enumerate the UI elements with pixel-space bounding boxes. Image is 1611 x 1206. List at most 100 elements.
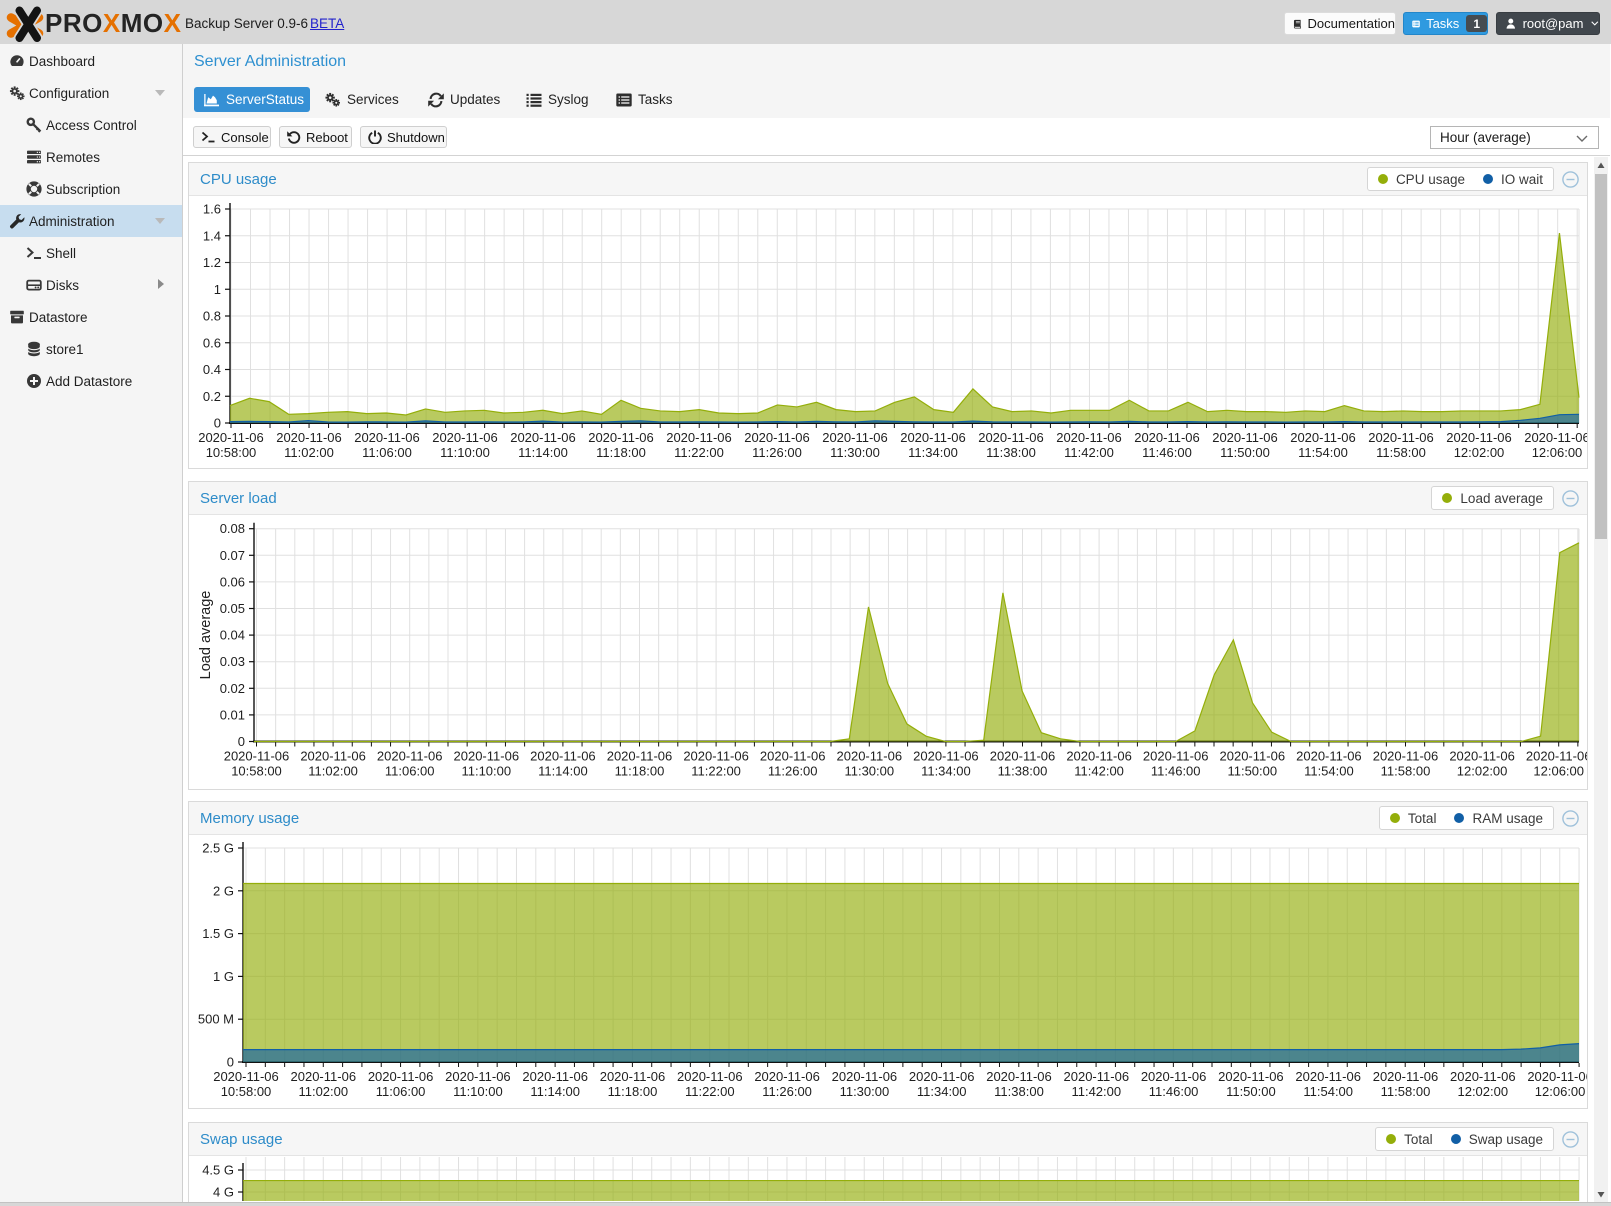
svg-text:2020-11-06: 2020-11-06 bbox=[978, 430, 1044, 445]
svg-text:11:14:00: 11:14:00 bbox=[530, 1084, 580, 1099]
svg-text:11:46:00: 11:46:00 bbox=[1151, 764, 1201, 779]
svg-text:11:30:00: 11:30:00 bbox=[840, 1084, 890, 1099]
svg-text:2020-11-06: 2020-11-06 bbox=[1212, 430, 1278, 445]
svg-text:0: 0 bbox=[227, 1055, 234, 1070]
svg-text:2020-11-06: 2020-11-06 bbox=[1295, 1069, 1361, 1084]
svg-text:11:34:00: 11:34:00 bbox=[908, 445, 958, 460]
svg-text:2020-11-06: 2020-11-06 bbox=[213, 1069, 279, 1084]
svg-text:10:58:00: 10:58:00 bbox=[206, 445, 257, 460]
svg-text:2.5 G: 2.5 G bbox=[202, 841, 234, 856]
svg-text:2020-11-06: 2020-11-06 bbox=[1218, 1069, 1284, 1084]
svg-text:11:30:00: 11:30:00 bbox=[844, 764, 894, 779]
svg-text:11:50:00: 11:50:00 bbox=[1226, 1084, 1276, 1099]
svg-text:0: 0 bbox=[214, 416, 221, 431]
svg-text:2020-11-06: 2020-11-06 bbox=[588, 430, 654, 445]
svg-text:11:10:00: 11:10:00 bbox=[461, 764, 511, 779]
svg-text:2020-11-06: 2020-11-06 bbox=[1141, 1069, 1207, 1084]
svg-text:11:54:00: 11:54:00 bbox=[1298, 445, 1348, 460]
svg-text:10:58:00: 10:58:00 bbox=[231, 764, 282, 779]
svg-text:2020-11-06: 2020-11-06 bbox=[1527, 1069, 1587, 1084]
svg-text:0.04: 0.04 bbox=[220, 628, 245, 643]
svg-text:11:58:00: 11:58:00 bbox=[1376, 445, 1426, 460]
svg-text:11:46:00: 11:46:00 bbox=[1149, 1084, 1199, 1099]
svg-text:11:02:00: 11:02:00 bbox=[308, 764, 358, 779]
svg-text:2020-11-06: 2020-11-06 bbox=[224, 749, 290, 764]
svg-text:12:06:00: 12:06:00 bbox=[1532, 445, 1583, 460]
svg-text:0.08: 0.08 bbox=[220, 521, 245, 536]
svg-text:0.07: 0.07 bbox=[220, 548, 245, 563]
svg-text:2020-11-06: 2020-11-06 bbox=[1290, 430, 1356, 445]
svg-text:2020-11-06: 2020-11-06 bbox=[600, 1069, 666, 1084]
svg-text:2020-11-06: 2020-11-06 bbox=[1373, 749, 1439, 764]
svg-text:11:14:00: 11:14:00 bbox=[538, 764, 588, 779]
svg-text:11:18:00: 11:18:00 bbox=[615, 764, 665, 779]
svg-text:11:58:00: 11:58:00 bbox=[1381, 764, 1431, 779]
svg-text:2020-11-06: 2020-11-06 bbox=[1134, 430, 1200, 445]
svg-text:11:26:00: 11:26:00 bbox=[768, 764, 818, 779]
svg-text:1.6: 1.6 bbox=[203, 202, 221, 217]
svg-text:11:58:00: 11:58:00 bbox=[1381, 1084, 1431, 1099]
svg-text:2020-11-06: 2020-11-06 bbox=[909, 1069, 975, 1084]
svg-text:2020-11-06: 2020-11-06 bbox=[1446, 430, 1512, 445]
svg-text:1 G: 1 G bbox=[213, 969, 234, 984]
svg-text:2020-11-06: 2020-11-06 bbox=[986, 1069, 1052, 1084]
svg-text:2020-11-06: 2020-11-06 bbox=[377, 749, 443, 764]
svg-text:2020-11-06: 2020-11-06 bbox=[990, 749, 1056, 764]
svg-text:11:02:00: 11:02:00 bbox=[284, 445, 334, 460]
svg-text:2020-11-06: 2020-11-06 bbox=[1066, 749, 1132, 764]
svg-text:11:22:00: 11:22:00 bbox=[691, 764, 741, 779]
svg-text:2 G: 2 G bbox=[213, 883, 234, 898]
svg-text:0.01: 0.01 bbox=[220, 707, 245, 722]
svg-text:2020-11-06: 2020-11-06 bbox=[510, 430, 576, 445]
svg-text:2020-11-06: 2020-11-06 bbox=[1373, 1069, 1439, 1084]
svg-text:11:46:00: 11:46:00 bbox=[1142, 445, 1192, 460]
svg-text:1.2: 1.2 bbox=[203, 255, 221, 270]
svg-text:11:18:00: 11:18:00 bbox=[608, 1084, 658, 1099]
svg-text:11:06:00: 11:06:00 bbox=[376, 1084, 426, 1099]
svg-text:11:10:00: 11:10:00 bbox=[440, 445, 490, 460]
svg-text:2020-11-06: 2020-11-06 bbox=[291, 1069, 357, 1084]
svg-text:11:26:00: 11:26:00 bbox=[752, 445, 802, 460]
svg-text:2020-11-06: 2020-11-06 bbox=[744, 430, 810, 445]
svg-text:2020-11-06: 2020-11-06 bbox=[445, 1069, 511, 1084]
svg-text:11:02:00: 11:02:00 bbox=[298, 1084, 348, 1099]
svg-text:2020-11-06: 2020-11-06 bbox=[666, 430, 732, 445]
svg-text:11:18:00: 11:18:00 bbox=[596, 445, 646, 460]
svg-text:2020-11-06: 2020-11-06 bbox=[300, 749, 366, 764]
svg-text:0: 0 bbox=[238, 734, 245, 749]
svg-text:2020-11-06: 2020-11-06 bbox=[1296, 749, 1362, 764]
svg-text:12:02:00: 12:02:00 bbox=[1454, 445, 1505, 460]
svg-text:2020-11-06: 2020-11-06 bbox=[276, 430, 342, 445]
svg-text:2020-11-06: 2020-11-06 bbox=[1449, 749, 1515, 764]
svg-text:11:06:00: 11:06:00 bbox=[385, 764, 435, 779]
svg-text:2020-11-06: 2020-11-06 bbox=[522, 1069, 588, 1084]
svg-text:11:38:00: 11:38:00 bbox=[998, 764, 1048, 779]
svg-text:11:22:00: 11:22:00 bbox=[674, 445, 724, 460]
svg-text:2020-11-06: 2020-11-06 bbox=[1056, 430, 1122, 445]
svg-text:2020-11-06: 2020-11-06 bbox=[1064, 1069, 1130, 1084]
svg-text:2020-11-06: 2020-11-06 bbox=[1526, 749, 1587, 764]
svg-text:11:26:00: 11:26:00 bbox=[762, 1084, 812, 1099]
svg-text:0.05: 0.05 bbox=[220, 601, 245, 616]
svg-text:11:14:00: 11:14:00 bbox=[518, 445, 568, 460]
svg-text:1.5 G: 1.5 G bbox=[202, 926, 234, 941]
svg-text:2020-11-06: 2020-11-06 bbox=[683, 749, 749, 764]
svg-text:4 G: 4 G bbox=[213, 1185, 234, 1200]
svg-text:11:42:00: 11:42:00 bbox=[1071, 1084, 1121, 1099]
svg-text:12:06:00: 12:06:00 bbox=[1535, 1084, 1586, 1099]
svg-text:11:38:00: 11:38:00 bbox=[986, 445, 1036, 460]
svg-text:12:02:00: 12:02:00 bbox=[1457, 1084, 1508, 1099]
svg-text:2020-11-06: 2020-11-06 bbox=[368, 1069, 434, 1084]
svg-text:11:38:00: 11:38:00 bbox=[994, 1084, 1044, 1099]
svg-text:2020-11-06: 2020-11-06 bbox=[1450, 1069, 1516, 1084]
svg-text:Load average: Load average bbox=[198, 591, 214, 680]
svg-text:10:58:00: 10:58:00 bbox=[221, 1084, 272, 1099]
svg-text:0.03: 0.03 bbox=[220, 654, 245, 669]
svg-text:1.4: 1.4 bbox=[203, 228, 221, 243]
svg-text:2020-11-06: 2020-11-06 bbox=[837, 749, 903, 764]
svg-text:2020-11-06: 2020-11-06 bbox=[677, 1069, 743, 1084]
svg-text:11:22:00: 11:22:00 bbox=[685, 1084, 735, 1099]
svg-text:2020-11-06: 2020-11-06 bbox=[432, 430, 498, 445]
svg-text:11:54:00: 11:54:00 bbox=[1304, 764, 1354, 779]
svg-text:2020-11-06: 2020-11-06 bbox=[1524, 430, 1587, 445]
